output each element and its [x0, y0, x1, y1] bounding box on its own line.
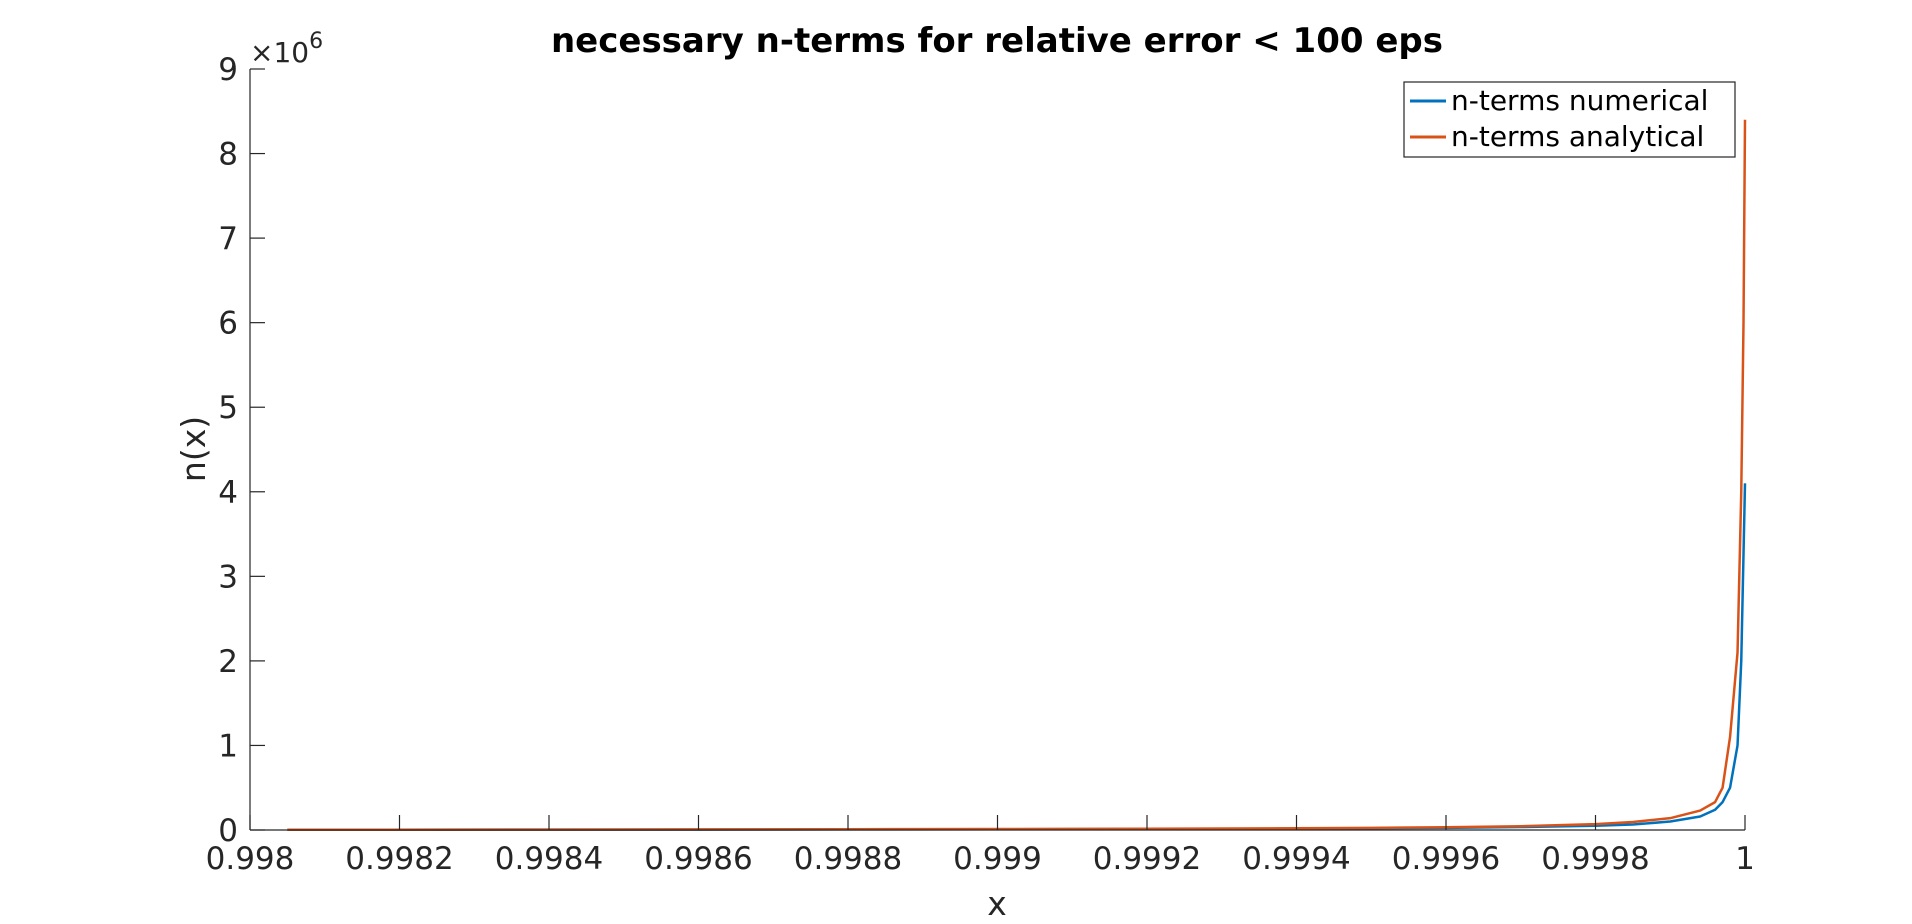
- legend-box: [1403, 81, 1736, 158]
- y-axis-label: n(x): [174, 416, 213, 482]
- y-tick-label: 9: [218, 52, 238, 88]
- x-tick-label: 0.9998: [1541, 841, 1649, 877]
- x-tick-label: 0.9984: [495, 841, 603, 877]
- y-tick-label: 1: [218, 728, 238, 764]
- x-tick-label: 0.9988: [794, 841, 902, 877]
- x-ticks: 0.998 0.9982 0.9984 0.9986 0.9988 0.999 0.9992…: [206, 815, 1755, 877]
- x-tick-label: 0.998: [206, 841, 295, 877]
- y-tick-label: 2: [218, 644, 238, 680]
- y-tick-label: 8: [218, 137, 238, 173]
- x-tick-label: 0.9992: [1093, 841, 1201, 877]
- x-tick-label: 1: [1735, 841, 1755, 877]
- y-exponent-label: ×106: [250, 29, 323, 69]
- x-tick-label: 0.9996: [1392, 841, 1500, 877]
- y-tick-label: 3: [218, 559, 238, 595]
- legend-entry-analytical: n-terms analytical: [1451, 120, 1704, 153]
- y-tick-label: 7: [218, 221, 238, 257]
- plot-area: [250, 69, 1745, 830]
- x-axis-label: x: [987, 884, 1007, 923]
- chart-title: necessary n-terms for relative error < 1…: [551, 21, 1443, 61]
- y-tick-label: 0: [218, 813, 238, 849]
- x-tick-label: 0.9994: [1242, 841, 1350, 877]
- legend-entry-numerical: n-terms numerical: [1451, 84, 1708, 117]
- svg-text:×106: ×106: [250, 29, 323, 69]
- legend: n-terms numerical n-terms analytical: [1403, 81, 1736, 158]
- y-exponent-power: 6: [309, 29, 323, 54]
- y-tick-label: 5: [218, 390, 238, 426]
- y-tick-label: 6: [218, 306, 238, 342]
- x-tick-label: 0.9986: [644, 841, 752, 877]
- x-tick-label: 0.999: [953, 841, 1042, 877]
- y-tick-label: 4: [218, 475, 238, 511]
- y-ticks: 0 1 2 3 4 5 6 7 8 9: [218, 52, 265, 849]
- y-exponent-times: ×: [250, 36, 273, 69]
- y-exponent-base: 10: [273, 36, 309, 69]
- x-tick-label: 0.9982: [345, 841, 453, 877]
